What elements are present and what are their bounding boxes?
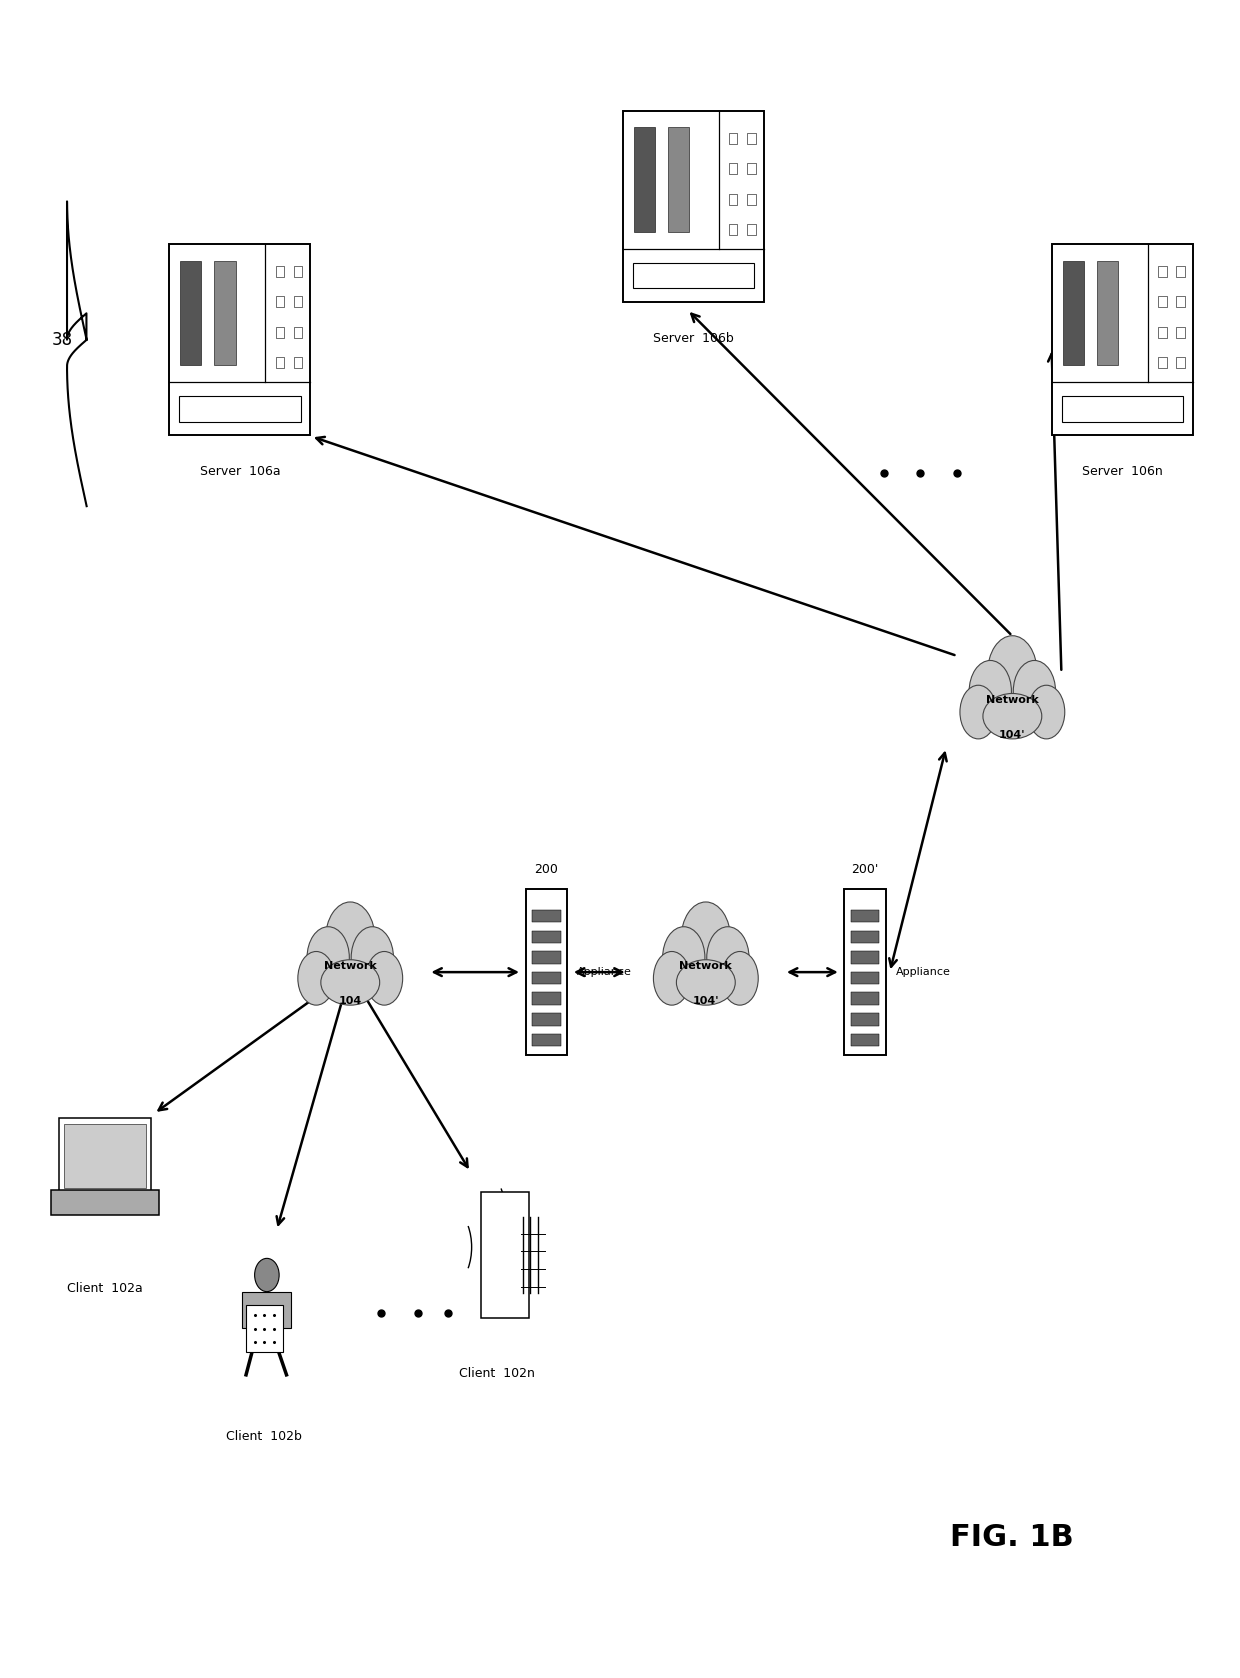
Text: Client  102a: Client 102a	[67, 1282, 143, 1295]
FancyBboxPatch shape	[180, 396, 300, 421]
Text: 38: 38	[52, 331, 73, 349]
Text: Network: Network	[986, 695, 1039, 705]
FancyBboxPatch shape	[634, 128, 655, 232]
Text: Server  106a: Server 106a	[200, 465, 280, 478]
FancyBboxPatch shape	[851, 909, 879, 923]
FancyBboxPatch shape	[632, 263, 754, 289]
Text: 200': 200'	[852, 862, 879, 876]
FancyBboxPatch shape	[1177, 357, 1184, 367]
FancyBboxPatch shape	[294, 327, 301, 337]
FancyBboxPatch shape	[532, 1034, 560, 1045]
FancyBboxPatch shape	[275, 327, 284, 337]
FancyBboxPatch shape	[1097, 260, 1118, 366]
Text: Server  106b: Server 106b	[653, 332, 734, 346]
FancyBboxPatch shape	[532, 951, 560, 963]
FancyBboxPatch shape	[294, 267, 301, 277]
Ellipse shape	[1028, 685, 1065, 738]
Ellipse shape	[681, 903, 730, 977]
FancyBboxPatch shape	[532, 931, 560, 943]
Text: Client  102b: Client 102b	[227, 1430, 303, 1443]
FancyBboxPatch shape	[1158, 357, 1167, 367]
FancyBboxPatch shape	[532, 1014, 560, 1025]
Ellipse shape	[676, 960, 735, 1005]
FancyBboxPatch shape	[1158, 327, 1167, 337]
FancyBboxPatch shape	[526, 889, 567, 1055]
FancyBboxPatch shape	[246, 1305, 283, 1351]
FancyBboxPatch shape	[729, 163, 738, 175]
Text: Client  102n: Client 102n	[460, 1368, 536, 1381]
FancyBboxPatch shape	[532, 992, 560, 1005]
FancyBboxPatch shape	[622, 111, 764, 302]
FancyBboxPatch shape	[851, 931, 879, 943]
FancyBboxPatch shape	[1158, 297, 1167, 307]
FancyBboxPatch shape	[1053, 243, 1193, 436]
FancyBboxPatch shape	[294, 297, 301, 307]
FancyBboxPatch shape	[180, 260, 201, 366]
FancyBboxPatch shape	[851, 1034, 879, 1045]
FancyBboxPatch shape	[532, 972, 560, 985]
FancyBboxPatch shape	[1158, 267, 1167, 277]
Ellipse shape	[653, 951, 691, 1005]
Text: Network: Network	[680, 961, 732, 972]
FancyBboxPatch shape	[729, 193, 738, 205]
Text: Network: Network	[324, 961, 377, 972]
Text: Appliance: Appliance	[895, 967, 951, 977]
FancyBboxPatch shape	[532, 909, 560, 923]
Polygon shape	[242, 1292, 291, 1329]
FancyBboxPatch shape	[748, 163, 755, 175]
FancyBboxPatch shape	[851, 951, 879, 963]
FancyBboxPatch shape	[851, 972, 879, 985]
Ellipse shape	[960, 685, 997, 738]
FancyBboxPatch shape	[1177, 327, 1184, 337]
FancyBboxPatch shape	[481, 1191, 528, 1319]
Ellipse shape	[325, 903, 374, 977]
FancyBboxPatch shape	[1063, 396, 1183, 421]
FancyBboxPatch shape	[1063, 260, 1084, 366]
FancyBboxPatch shape	[1177, 267, 1184, 277]
FancyBboxPatch shape	[275, 357, 284, 367]
Ellipse shape	[321, 960, 379, 1005]
FancyBboxPatch shape	[275, 267, 284, 277]
FancyBboxPatch shape	[748, 193, 755, 205]
Ellipse shape	[983, 693, 1042, 738]
Ellipse shape	[722, 951, 758, 1005]
FancyBboxPatch shape	[215, 260, 236, 366]
FancyBboxPatch shape	[275, 297, 284, 307]
Ellipse shape	[970, 661, 1012, 723]
FancyBboxPatch shape	[844, 889, 887, 1055]
Ellipse shape	[987, 636, 1037, 710]
Text: 104: 104	[339, 997, 362, 1007]
FancyBboxPatch shape	[294, 357, 301, 367]
FancyBboxPatch shape	[729, 133, 738, 144]
FancyBboxPatch shape	[64, 1124, 146, 1188]
Text: 104': 104'	[693, 997, 719, 1007]
Text: Server  106n: Server 106n	[1083, 465, 1163, 478]
FancyBboxPatch shape	[729, 223, 738, 235]
Ellipse shape	[662, 926, 704, 988]
Ellipse shape	[298, 951, 335, 1005]
Text: Appliance: Appliance	[577, 967, 632, 977]
FancyBboxPatch shape	[748, 223, 755, 235]
Text: 104': 104'	[999, 730, 1025, 740]
FancyBboxPatch shape	[851, 992, 879, 1005]
FancyBboxPatch shape	[51, 1190, 159, 1215]
FancyBboxPatch shape	[1177, 297, 1184, 307]
Ellipse shape	[366, 951, 403, 1005]
FancyBboxPatch shape	[748, 133, 755, 144]
Text: FIG. 1B: FIG. 1B	[951, 1524, 1074, 1552]
Ellipse shape	[351, 926, 393, 988]
Text: 200: 200	[534, 862, 558, 876]
FancyBboxPatch shape	[668, 128, 689, 232]
Circle shape	[254, 1258, 279, 1292]
Ellipse shape	[1013, 661, 1055, 723]
FancyBboxPatch shape	[170, 243, 310, 436]
Ellipse shape	[308, 926, 350, 988]
Ellipse shape	[707, 926, 749, 988]
FancyBboxPatch shape	[60, 1118, 151, 1195]
FancyBboxPatch shape	[851, 1014, 879, 1025]
